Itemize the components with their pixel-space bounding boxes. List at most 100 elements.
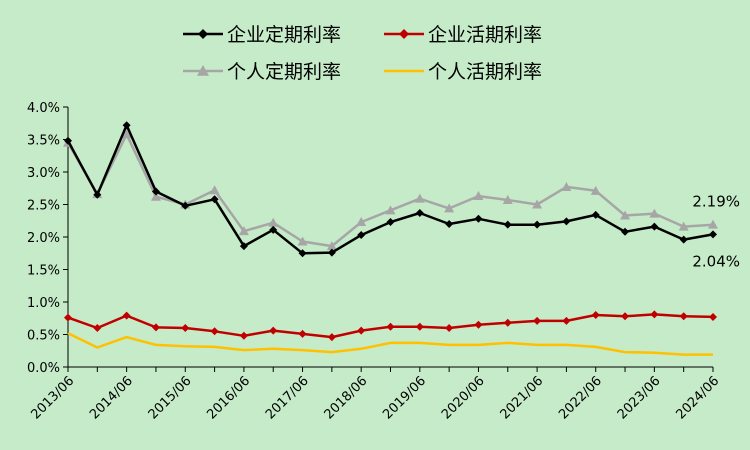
- data-point: [503, 220, 512, 229]
- data-point: [473, 191, 484, 201]
- x-tick-label: 2015/06: [146, 374, 195, 423]
- data-point: [122, 311, 131, 320]
- data-point: [591, 311, 600, 319]
- annotation-label: 2.19%: [692, 193, 740, 211]
- x-tick-label: 2017/06: [263, 374, 312, 423]
- data-point: [327, 248, 336, 257]
- y-tick-label: 2.5%: [27, 199, 60, 214]
- data-point: [650, 222, 659, 231]
- series-layer: [63, 121, 718, 356]
- data-point: [533, 316, 542, 325]
- data-point: [151, 323, 160, 332]
- data-point: [209, 185, 220, 195]
- legend-label: 企业活期利率: [428, 24, 542, 46]
- data-point: [298, 249, 307, 258]
- data-point: [679, 312, 688, 321]
- data-point: [562, 217, 571, 226]
- data-point: [679, 235, 688, 244]
- data-point: [415, 322, 424, 331]
- y-tick-label: 1.5%: [27, 264, 60, 279]
- data-point: [621, 312, 630, 321]
- data-point: [181, 201, 190, 210]
- y-tick-label: 4.0%: [27, 101, 60, 116]
- series-line: [67, 332, 713, 356]
- data-point: [385, 205, 396, 215]
- data-point: [269, 225, 278, 234]
- data-point: [709, 230, 717, 239]
- data-point: [708, 219, 718, 229]
- y-tick-label: 0.5%: [27, 329, 60, 344]
- axes: 0.0% 0.5% 1.0% 1.5% 2.0% 2.5% 3.0% 3.5% 4.0% 2013…: [27, 101, 722, 422]
- data-point: [327, 333, 336, 342]
- data-point: [533, 220, 542, 229]
- data-point: [503, 318, 512, 327]
- data-point: [357, 326, 366, 335]
- data-point: [678, 221, 689, 231]
- series-line: [66, 133, 714, 248]
- x-tick-label: 2019/06: [380, 374, 429, 423]
- legend-marker: [197, 65, 209, 76]
- legend-item: 个人定期利率: [183, 61, 341, 83]
- legend-label: 企业定期利率: [227, 24, 341, 46]
- data-point: [474, 320, 483, 329]
- data-point: [151, 187, 160, 196]
- legend-item: 企业活期利率: [384, 24, 542, 46]
- legend-label: 个人定期利率: [227, 61, 341, 83]
- data-point: [238, 226, 249, 236]
- data-point: [591, 210, 600, 219]
- data-point: [326, 241, 337, 251]
- annotations: 2.19% 2.04%: [692, 193, 740, 271]
- data-point: [239, 242, 248, 251]
- data-point: [64, 313, 72, 322]
- x-tick-label: 2013/06: [28, 374, 77, 423]
- data-point: [561, 181, 572, 191]
- data-point: [620, 210, 631, 220]
- data-point: [474, 214, 483, 223]
- data-point: [444, 203, 455, 213]
- data-point: [445, 324, 454, 332]
- data-point: [386, 322, 395, 331]
- legend-item: 企业定期利率: [183, 24, 341, 46]
- x-tick-label: 2014/06: [87, 374, 136, 423]
- legend-label: 个人活期利率: [428, 61, 542, 83]
- data-point: [121, 129, 132, 139]
- x-tick-label: 2023/06: [615, 374, 664, 423]
- y-tick-label: 2.0%: [27, 231, 60, 246]
- series-4: [67, 332, 713, 356]
- data-point: [297, 236, 308, 246]
- series-line: [66, 123, 714, 255]
- data-point: [415, 208, 424, 217]
- data-point: [414, 193, 425, 203]
- data-point: [590, 185, 601, 195]
- series-3: [63, 129, 718, 251]
- data-point: [562, 316, 571, 325]
- annotation-label: 2.04%: [692, 252, 740, 270]
- y-tick-label: 3.0%: [27, 166, 60, 181]
- data-point: [650, 310, 659, 319]
- x-tick-label: 2016/06: [204, 374, 253, 423]
- data-point: [356, 217, 367, 227]
- y-tick-label: 0.0%: [27, 361, 60, 376]
- data-point: [181, 324, 190, 332]
- x-tick-label: 2024/06: [673, 374, 722, 423]
- legend-item: 个人活期利率: [384, 61, 542, 83]
- data-point: [709, 312, 717, 321]
- x-tick-label: 2018/06: [322, 374, 371, 423]
- data-point: [502, 194, 513, 204]
- data-point: [122, 121, 131, 130]
- data-point: [239, 331, 248, 340]
- y-tick-label: 1.0%: [27, 296, 60, 311]
- data-point: [445, 220, 454, 228]
- data-point: [649, 208, 660, 218]
- x-tick-label: 2020/06: [439, 374, 488, 423]
- y-tick-label: 3.5%: [27, 134, 60, 149]
- data-point: [621, 227, 630, 236]
- data-point: [150, 191, 161, 201]
- data-point: [298, 329, 307, 338]
- data-point: [93, 190, 102, 199]
- data-point: [64, 136, 72, 145]
- data-point: [269, 326, 278, 335]
